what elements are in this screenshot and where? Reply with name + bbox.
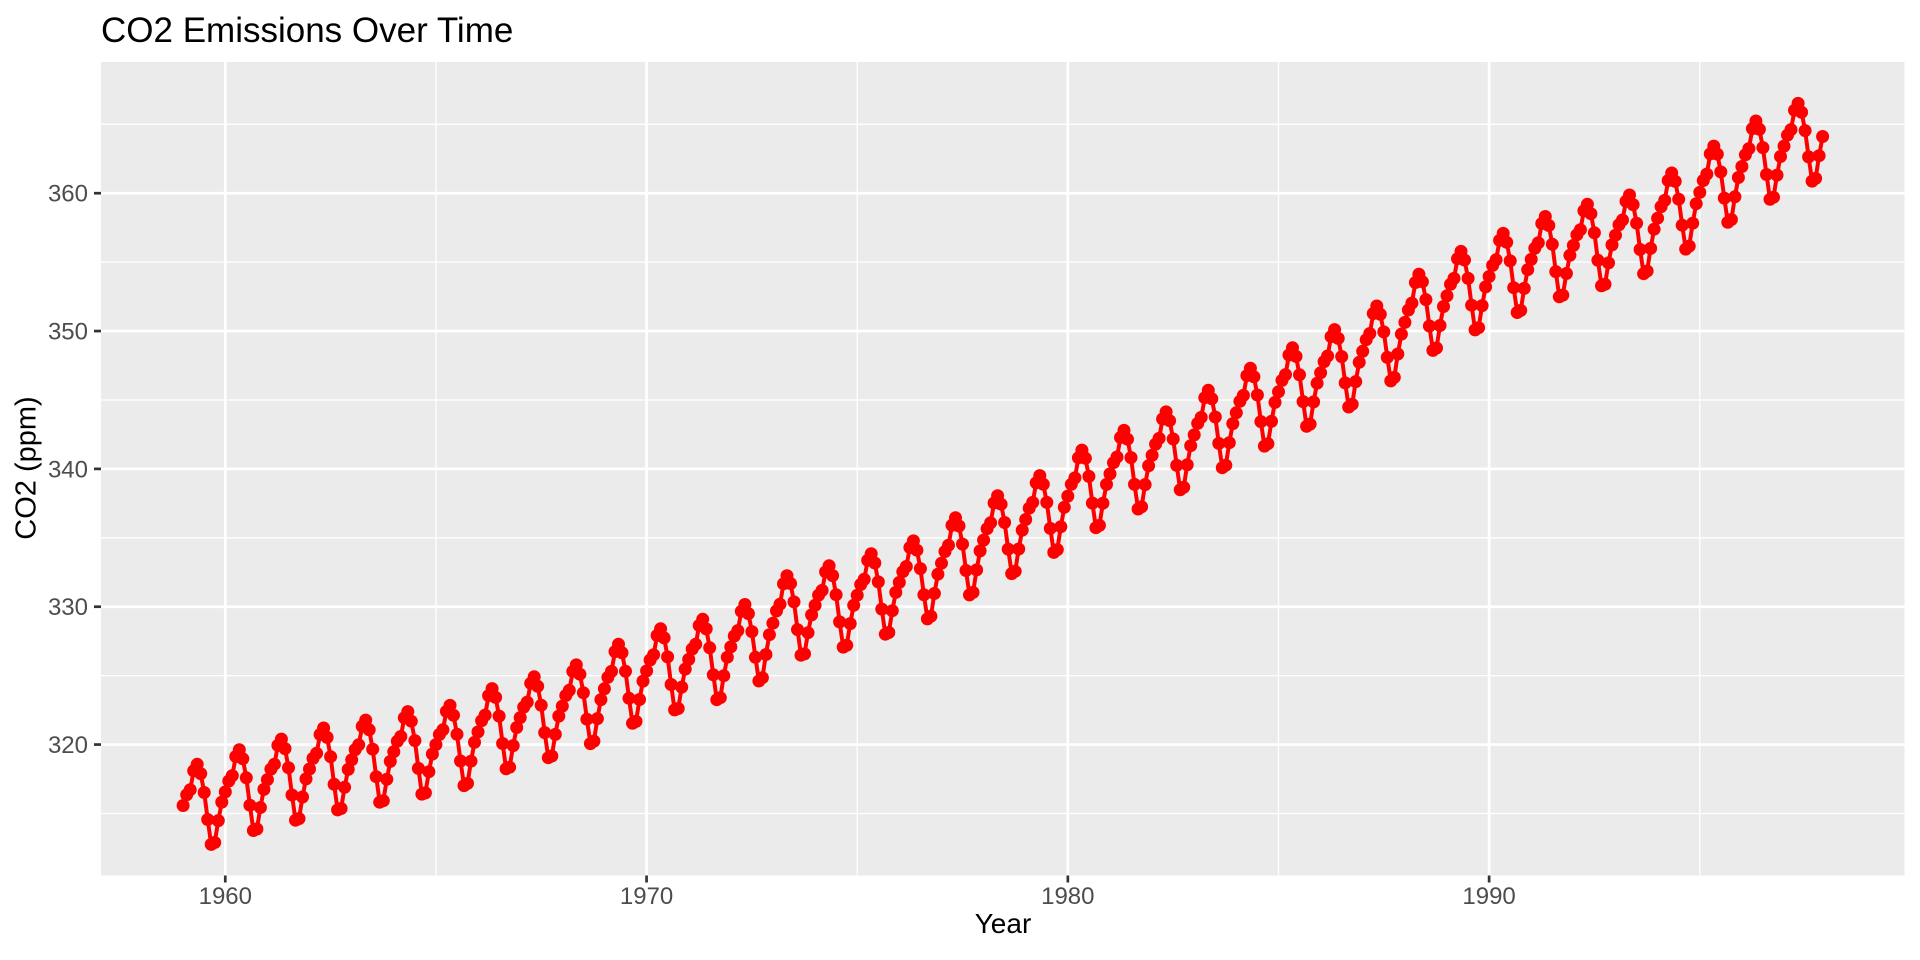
- y-tick-label: 360: [48, 181, 88, 208]
- x-axis-title: Year: [974, 908, 1032, 939]
- y-tick-label: 340: [48, 456, 88, 483]
- axis-tick-marks: [94, 191, 1491, 883]
- x-tick-label: 1970: [620, 883, 673, 910]
- y-tick-label: 320: [48, 732, 88, 759]
- y-tick-label: 350: [48, 319, 88, 346]
- y-tick-labels: 320 330 340 350 360: [48, 181, 88, 759]
- data-points: [176, 96, 1830, 851]
- x-tick-label: 1960: [199, 883, 252, 910]
- x-tick-label: 1980: [1041, 883, 1094, 910]
- y-axis-title: CO2 (ppm): [10, 396, 43, 540]
- y-tick-label: 330: [48, 594, 88, 621]
- x-tick-label: 1990: [1462, 883, 1515, 910]
- x-tick-labels: 1960 1970 1980 1990: [199, 883, 1516, 910]
- chart-title: CO2 Emissions Over Time: [101, 11, 514, 50]
